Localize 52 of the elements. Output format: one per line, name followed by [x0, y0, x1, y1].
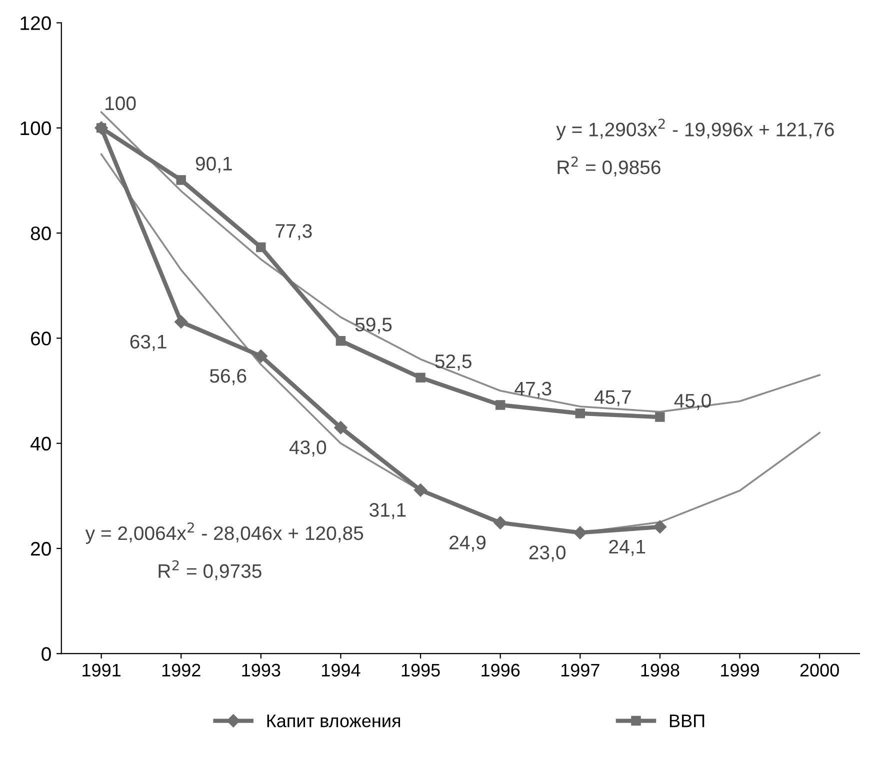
legend-label: ВВП [670, 714, 704, 728]
y-tick-label: 120 [20, 16, 51, 30]
annotation: R$^{2}$ = 0,9735 [158, 560, 262, 580]
data-label: 77,3 [276, 224, 312, 240]
point [254, 349, 268, 363]
annotation: R$^{2}$ = 0,9856 [558, 156, 660, 177]
data-label: 24,9 [450, 536, 486, 552]
point [653, 520, 667, 534]
data-label: 23,0 [529, 546, 566, 562]
point [414, 484, 428, 497]
y-tick-label: 20 [31, 542, 51, 556]
y-tick-label: 40 [30, 436, 51, 451]
x-tick-label: 1995 [402, 664, 440, 677]
x-tick-label: 1997 [561, 664, 600, 677]
y-tick-label: 60 [31, 332, 51, 346]
data-label: 63,1 [130, 334, 166, 351]
x-tick-label: 1996 [482, 664, 520, 677]
annotation: y = 2,0064x$^{2}$ - 28,046x + 120,85 [85, 522, 364, 544]
y-tick-label: 100 [20, 121, 51, 136]
data-label: 59,5 [355, 318, 392, 334]
y-tick-label: 0 [42, 647, 51, 661]
data-label: 45,7 [594, 390, 631, 406]
data-label: 45,0 [674, 394, 711, 410]
point [495, 400, 506, 410]
x-tick-label: 1999 [721, 664, 759, 677]
point [334, 420, 348, 434]
x-tick-label: 1993 [242, 664, 280, 677]
x-tick-label: 1994 [322, 664, 360, 677]
point [494, 516, 507, 530]
data-label: 31,1 [370, 503, 406, 520]
annotation: y = 1,2903x$^{2}$ - 19,996x + 121,76 [556, 118, 834, 140]
data-label: 100 [106, 96, 136, 110]
point [256, 242, 266, 252]
point [655, 412, 665, 422]
point [174, 315, 188, 328]
y-tick-label: 80 [30, 226, 51, 240]
point [416, 372, 426, 382]
point [336, 336, 346, 346]
x-tick-label: 1992 [162, 664, 200, 677]
legend-label: Капит вложения [267, 714, 400, 728]
point [574, 526, 587, 540]
data-label: 47,3 [514, 382, 552, 398]
data-label: 43,0 [289, 440, 326, 457]
x-tick-label: 2000 [800, 664, 839, 677]
data-label: 56,6 [210, 369, 246, 386]
data-label: 90,1 [196, 156, 232, 173]
data-label: 52,5 [435, 354, 472, 371]
x-tick-label: 1998 [641, 664, 680, 677]
x-tick-label: 1991 [82, 664, 120, 677]
point [575, 408, 585, 418]
data-label: 24,1 [609, 540, 646, 556]
point [176, 175, 186, 185]
